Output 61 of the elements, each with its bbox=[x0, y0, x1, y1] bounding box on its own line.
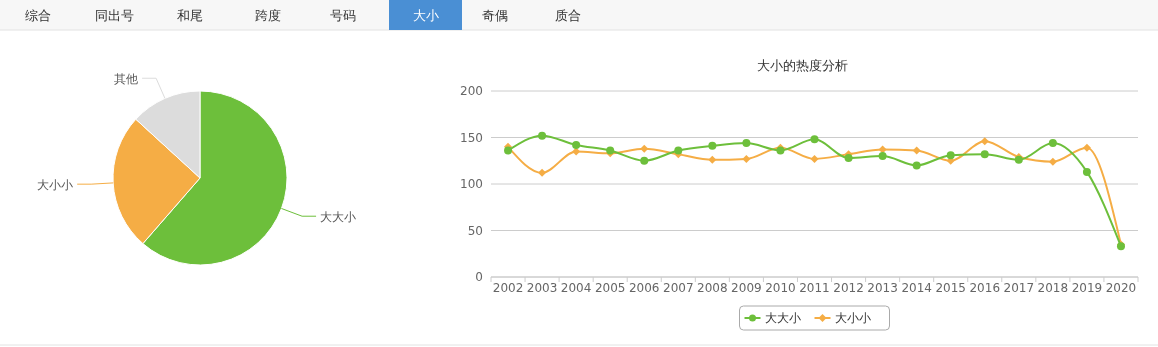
point bbox=[572, 140, 581, 149]
point bbox=[810, 154, 819, 163]
text: 同出号 bbox=[95, 8, 134, 23]
text: 号码 bbox=[330, 8, 356, 23]
point bbox=[742, 139, 751, 148]
point bbox=[538, 168, 547, 177]
point bbox=[912, 146, 921, 155]
chart-title: 大小的热度分析 bbox=[757, 58, 848, 73]
y-tick-label: 200 bbox=[460, 84, 483, 98]
x-tick-label: 2005 bbox=[594, 281, 626, 295]
slice-label: 大大小 bbox=[320, 210, 357, 225]
y-tick-label: 50 bbox=[467, 223, 483, 238]
x-tick-label: 2011 bbox=[799, 281, 830, 295]
point bbox=[708, 155, 717, 164]
point bbox=[1082, 167, 1091, 176]
point bbox=[980, 150, 989, 159]
x-tick-label: 2012 bbox=[833, 281, 864, 295]
text: 质合 bbox=[555, 8, 581, 23]
x-tick-label: 2009 bbox=[731, 281, 762, 295]
x-tick-label: 2008 bbox=[697, 281, 728, 295]
point bbox=[980, 137, 989, 146]
x-tick-label: 2006 bbox=[628, 281, 660, 295]
text: 综合 bbox=[25, 8, 51, 23]
x-tick-label: 2003 bbox=[526, 281, 558, 295]
y-tick-label: 150 bbox=[460, 130, 483, 145]
x-tick-label: 2016 bbox=[969, 281, 1001, 295]
x-tick-label: 2007 bbox=[663, 281, 694, 295]
point bbox=[912, 161, 921, 170]
y-tick-label: 100 bbox=[460, 177, 483, 191]
x-tick-label: 2018 bbox=[1037, 281, 1069, 295]
point bbox=[742, 154, 751, 163]
point bbox=[1048, 157, 1057, 166]
text: 奇偶 bbox=[482, 8, 508, 23]
x-tick-label: 2019 bbox=[1071, 281, 1103, 295]
x-tick-label: 2014 bbox=[901, 281, 932, 295]
point bbox=[708, 141, 717, 150]
slice-label: 大小小 bbox=[37, 178, 74, 193]
text: 跨度 bbox=[255, 8, 281, 23]
point bbox=[1082, 143, 1091, 152]
point bbox=[946, 151, 955, 160]
x-tick-label: 2017 bbox=[1003, 281, 1035, 295]
x-tick-label: 2004 bbox=[560, 281, 592, 295]
point bbox=[640, 156, 649, 165]
point bbox=[878, 152, 887, 161]
y-tick-label: 0 bbox=[475, 270, 483, 284]
legend-label: 大大小 bbox=[764, 311, 801, 325]
point bbox=[640, 144, 649, 153]
point bbox=[538, 131, 547, 140]
x-tick-label: 2010 bbox=[765, 281, 796, 295]
slice-label: 其他 bbox=[114, 72, 139, 87]
legend-label: 大小小 bbox=[834, 311, 871, 325]
x-tick-label: 2013 bbox=[867, 281, 898, 295]
point bbox=[810, 135, 819, 144]
point bbox=[674, 146, 683, 155]
text: 和尾 bbox=[177, 8, 203, 23]
point bbox=[1048, 139, 1057, 148]
x-tick-label: 2002 bbox=[492, 281, 524, 295]
text: 大小 bbox=[412, 8, 439, 23]
point bbox=[504, 146, 513, 155]
x-tick-label: 2015 bbox=[935, 281, 966, 295]
x-tick-label: 2020 bbox=[1105, 281, 1137, 295]
